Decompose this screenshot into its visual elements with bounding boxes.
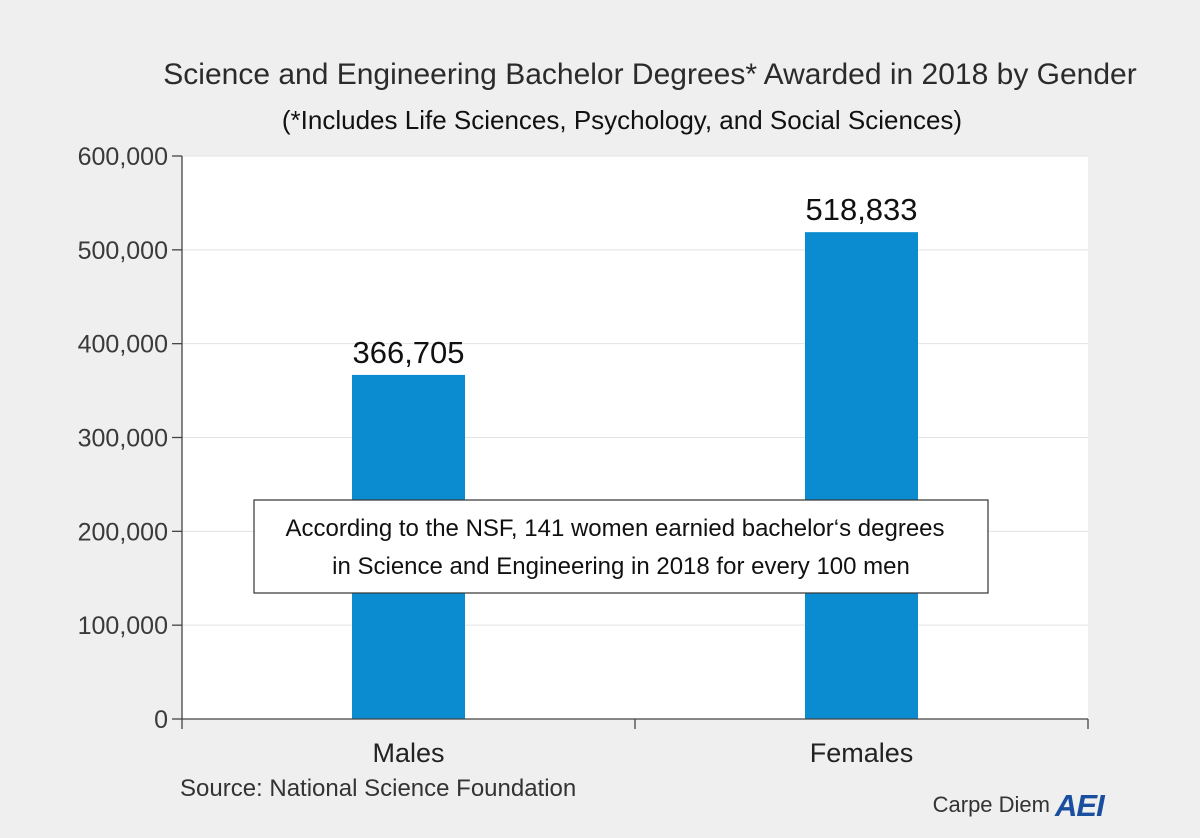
data-label-males: 366,705 [352, 335, 464, 370]
category-label-males: Males [372, 738, 444, 768]
bar-females [805, 232, 918, 720]
annotation-line-2: in Science and Engineering in 2018 for e… [332, 553, 910, 580]
source-note: Source: National Science Foundation [180, 775, 576, 802]
y-tick-label: 500,000 [78, 237, 168, 265]
category-label-females: Females [810, 738, 914, 768]
x-axis: Males Females [181, 718, 1089, 768]
y-axis: 0 100,000 200,000 300,000 400,000 500,000 600,… [78, 143, 183, 734]
aei-logo: AEI [1054, 788, 1106, 823]
y-tick-label: 0 [154, 706, 168, 734]
chart-title: Science and Engineering Bachelor Degrees… [163, 58, 1136, 91]
chart-subtitle: (*Includes Life Sciences, Psychology, an… [282, 105, 962, 135]
y-tick-label: 300,000 [78, 425, 168, 453]
annotation-box: According to the NSF, 141 women earnied … [253, 499, 989, 594]
y-tick-label: 600,000 [78, 143, 168, 171]
brand: Carpe Diem AEI [933, 788, 1107, 823]
annotation-line-1: According to the NSF, 141 women earnied … [285, 515, 944, 542]
brand-text: Carpe Diem [933, 792, 1050, 817]
y-tick-label: 100,000 [78, 612, 168, 640]
y-tick-label: 400,000 [78, 331, 168, 359]
y-tick-label: 200,000 [78, 518, 168, 546]
data-label-females: 518,833 [805, 192, 917, 227]
